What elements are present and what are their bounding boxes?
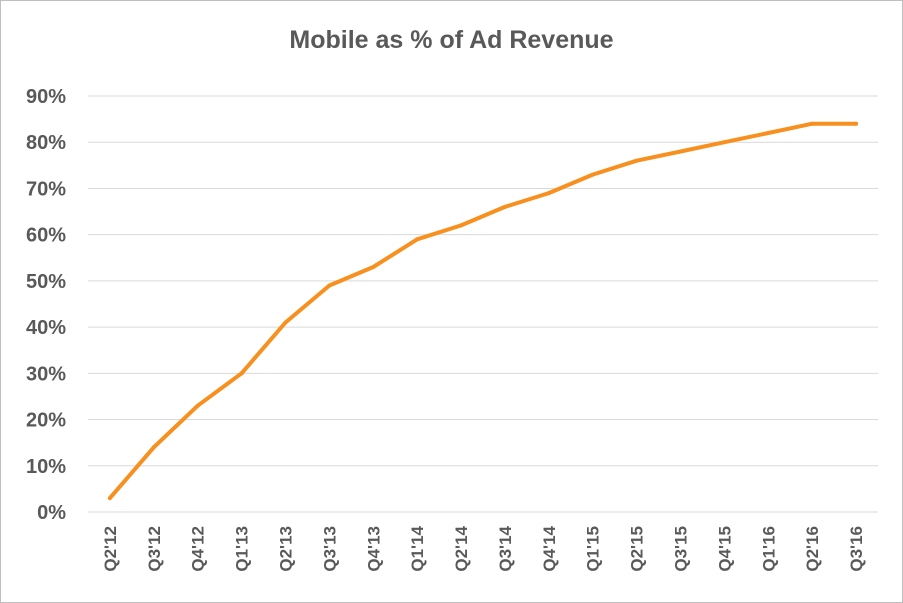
data-point <box>590 172 595 177</box>
x-tick-label: Q2'16 <box>803 526 822 572</box>
x-tick-label: Q1'13 <box>233 526 252 572</box>
y-tick-label: 40% <box>26 317 66 339</box>
x-tick-label: Q3'12 <box>145 526 164 572</box>
y-tick-label: 80% <box>26 132 66 154</box>
x-tick-label: Q2'14 <box>452 525 471 571</box>
data-point <box>678 149 683 154</box>
data-point <box>810 121 815 126</box>
y-tick-label: 70% <box>26 178 66 200</box>
y-tick-label: 10% <box>26 456 66 478</box>
data-point <box>283 320 288 325</box>
x-tick-label: Q1'14 <box>408 525 427 571</box>
x-tick-label: Q1'16 <box>759 526 778 572</box>
x-tick-label: Q2'12 <box>101 526 120 572</box>
data-point <box>195 403 200 408</box>
data-point <box>151 445 156 450</box>
data-point <box>371 265 376 270</box>
data-point <box>239 371 244 376</box>
x-tick-label: Q2'13 <box>277 526 296 572</box>
y-tick-label: 20% <box>26 410 66 432</box>
plot-area <box>107 121 859 501</box>
y-tick-label: 50% <box>26 271 66 293</box>
data-point <box>459 223 464 228</box>
x-tick-label: Q4'13 <box>364 526 383 572</box>
y-tick-label: 0% <box>37 502 66 524</box>
y-tick-label: 30% <box>26 363 66 385</box>
gridlines <box>88 95 878 513</box>
data-point <box>502 204 507 209</box>
data-point <box>327 283 332 288</box>
series-line <box>107 121 859 501</box>
x-tick-label: Q3'13 <box>320 526 339 572</box>
x-tick-label: Q4'12 <box>189 526 208 572</box>
x-tick-label: Q3'16 <box>847 526 866 572</box>
data-point <box>722 140 727 145</box>
x-tick-label: Q4'14 <box>540 525 559 571</box>
y-tick-label: 90% <box>26 86 66 108</box>
x-tick-label: Q3'14 <box>496 525 515 571</box>
x-tick-label: Q3'15 <box>672 526 691 572</box>
x-tick-label: Q4'15 <box>715 526 734 572</box>
data-point <box>415 237 420 242</box>
data-point <box>766 130 771 135</box>
y-axis: 0% 10% 20% 30% 40% 50% 60% 70% 80% 90% <box>26 86 66 524</box>
x-axis: Q2'12 Q3'12 Q4'12 Q1'13 Q2'13 Q3'13 Q4'13 Q1'14… <box>101 525 866 571</box>
data-point <box>634 158 639 163</box>
y-tick-label: 60% <box>26 225 66 247</box>
data-point <box>546 191 551 196</box>
data-point <box>854 121 859 126</box>
data-point <box>107 496 112 501</box>
chart-title: Mobile as % of Ad Revenue <box>289 26 614 54</box>
x-tick-label: Q2'15 <box>628 526 647 572</box>
x-tick-label: Q1'15 <box>584 526 603 572</box>
